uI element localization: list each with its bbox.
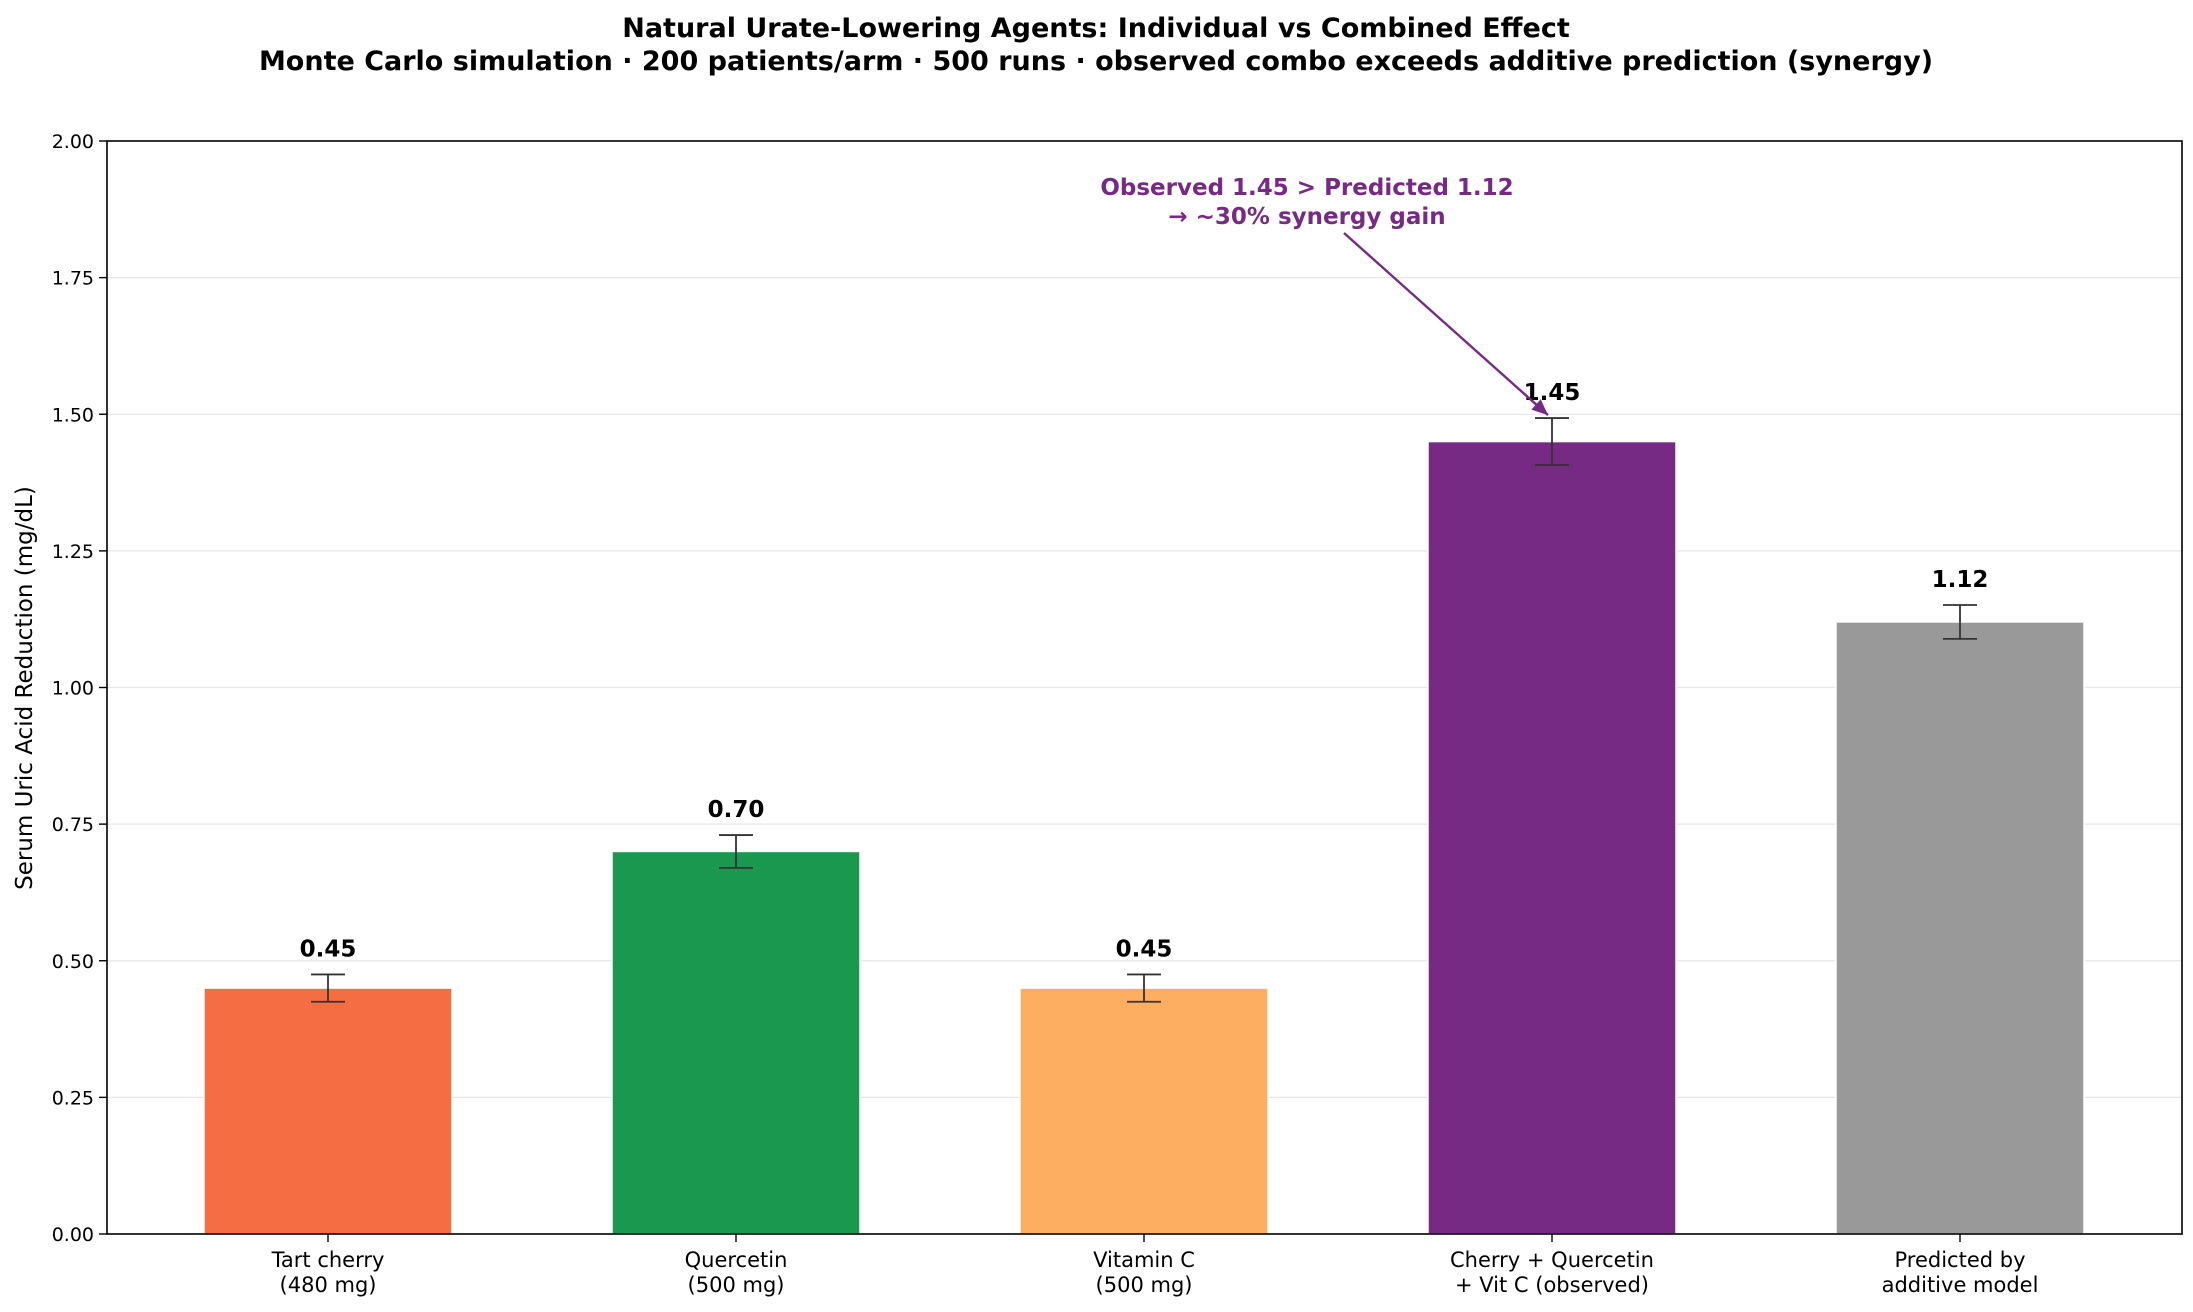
y-axis-ticks: 0.00 0.25 0.50 0.75 1.00 1.25 1.50 1.75 2.00 — [52, 131, 107, 1246]
x-tick-label: additive model — [1882, 1273, 2039, 1297]
y-tick-label: 1.25 — [52, 541, 94, 563]
grid-lines — [107, 277, 2182, 1098]
chart-title: Natural Urate-Lowering Agents: Individua… — [622, 13, 1570, 44]
x-axis-ticks: Tart cherry(480 mg)Quercetin(500 mg)Vita… — [271, 1234, 2039, 1297]
bar — [203, 987, 453, 1235]
synergy-annotation: Observed 1.45 > Predicted 1.12 → ~30% syn… — [1100, 175, 1549, 416]
error-bars — [311, 417, 1977, 1003]
error-bar — [1127, 973, 1161, 1003]
chart-subtitle: Monte Carlo simulation · 200 patients/ar… — [259, 46, 1933, 77]
value-label: 0.70 — [708, 797, 765, 823]
x-tick-label: (480 mg) — [280, 1273, 377, 1297]
annotation-text: Observed 1.45 > Predicted 1.12 — [1100, 175, 1513, 201]
y-axis-label: Serum Uric Acid Reduction (mg/dL) — [12, 486, 38, 890]
x-tick-label: Quercetin — [685, 1248, 788, 1272]
y-tick-label: 1.00 — [52, 678, 94, 700]
annotation-arrow-head — [1531, 399, 1548, 416]
x-tick-label: Predicted by — [1894, 1248, 2025, 1272]
annotation-text: → ~30% synergy gain — [1168, 204, 1445, 230]
x-tick-label: Cherry + Quercetin — [1450, 1248, 1654, 1272]
error-bar — [311, 973, 345, 1003]
annotation-arrow-line — [1343, 232, 1549, 416]
y-tick-label: 0.00 — [52, 1224, 94, 1246]
y-tick-label: 1.75 — [52, 268, 94, 290]
x-tick-label: (500 mg) — [688, 1273, 785, 1297]
bar — [1427, 440, 1677, 1235]
value-label: 0.45 — [1116, 936, 1173, 962]
x-tick-label: (500 mg) — [1096, 1273, 1193, 1297]
bar — [611, 850, 861, 1235]
bar — [1835, 621, 2085, 1235]
error-bar — [719, 834, 753, 869]
error-bar — [1535, 417, 1569, 466]
bar — [1019, 987, 1269, 1235]
y-tick-label: 0.25 — [52, 1087, 94, 1109]
error-bar — [1943, 604, 1977, 640]
y-tick-label: 0.75 — [52, 814, 94, 836]
value-labels: 0.450.700.451.451.12 — [300, 380, 1989, 962]
x-tick-label: Tart cherry — [271, 1248, 385, 1272]
x-tick-label: + Vit C (observed) — [1455, 1273, 1649, 1297]
y-tick-label: 0.50 — [52, 951, 94, 973]
y-tick-label: 1.50 — [52, 404, 94, 426]
value-label: 0.45 — [300, 936, 357, 962]
value-label: 1.12 — [1932, 567, 1989, 593]
x-tick-label: Vitamin C — [1093, 1248, 1195, 1272]
bars — [203, 440, 2085, 1235]
y-tick-label: 2.00 — [52, 131, 94, 153]
